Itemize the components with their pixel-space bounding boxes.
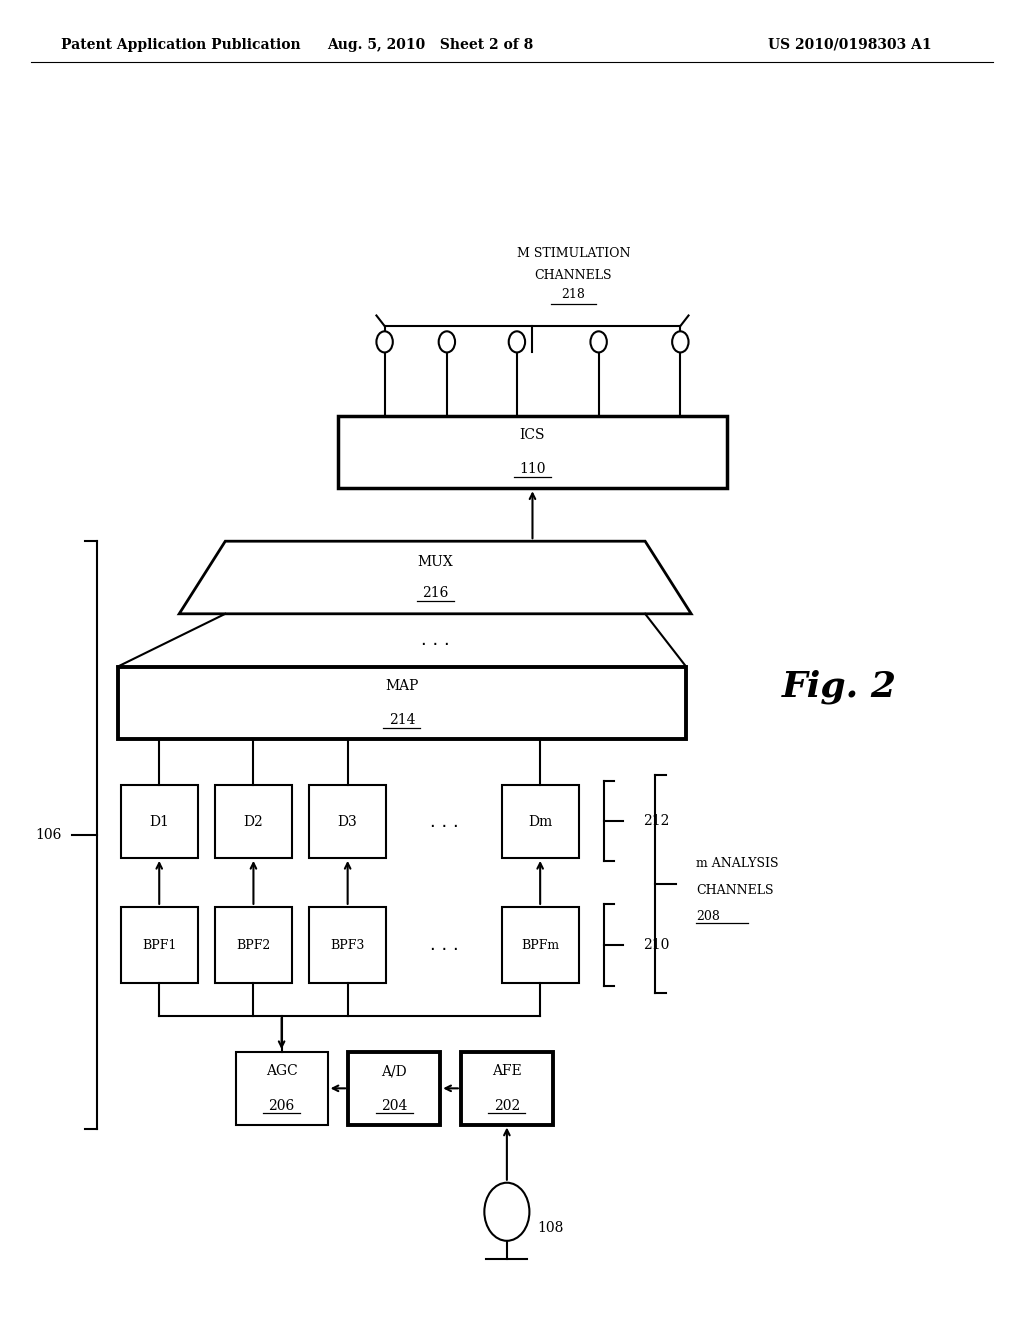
Text: m ANALYSIS: m ANALYSIS [696,858,779,870]
Circle shape [591,331,607,352]
Text: BPF2: BPF2 [237,939,270,952]
Text: Aug. 5, 2010   Sheet 2 of 8: Aug. 5, 2010 Sheet 2 of 8 [327,38,534,51]
Bar [121,907,198,983]
Text: A/D: A/D [381,1064,408,1078]
Circle shape [438,331,455,352]
Bar [215,907,292,983]
Text: BPF1: BPF1 [142,939,176,952]
Text: US 2010/0198303 A1: US 2010/0198303 A1 [768,38,932,51]
Text: BPF3: BPF3 [331,939,365,952]
Text: 214: 214 [389,713,415,727]
Text: M STIMULATION: M STIMULATION [517,247,630,260]
Text: MUX: MUX [418,554,453,569]
Text: D2: D2 [244,814,263,829]
Text: 218: 218 [561,288,586,301]
Bar [502,785,579,858]
Text: 208: 208 [696,911,720,923]
Text: MAP: MAP [385,678,419,693]
Circle shape [672,331,688,352]
Text: 110: 110 [519,462,546,477]
Text: D3: D3 [338,814,357,829]
Circle shape [484,1183,529,1241]
Text: . . .: . . . [421,631,450,649]
Text: 212: 212 [643,814,670,828]
Text: 216: 216 [422,586,449,601]
Polygon shape [179,541,691,614]
Text: 204: 204 [381,1098,408,1113]
Text: 108: 108 [538,1221,564,1234]
Text: . . .: . . . [429,936,459,954]
Text: CHANNELS: CHANNELS [535,269,612,282]
Circle shape [377,331,393,352]
Text: AFE: AFE [492,1064,522,1078]
Circle shape [509,331,525,352]
Bar [236,1052,328,1125]
Bar [461,1052,553,1125]
Text: ICS: ICS [520,428,545,442]
Bar [121,785,198,858]
Text: CHANNELS: CHANNELS [696,884,774,896]
Text: . . .: . . . [429,813,459,830]
Bar [118,667,686,739]
Text: 206: 206 [268,1098,295,1113]
Text: 202: 202 [494,1098,520,1113]
Text: Patent Application Publication: Patent Application Publication [61,38,301,51]
Text: 106: 106 [35,828,61,842]
Text: D1: D1 [150,814,169,829]
Bar [309,907,386,983]
Bar [215,785,292,858]
Text: Fig. 2: Fig. 2 [782,669,897,704]
Text: AGC: AGC [265,1064,298,1078]
Text: BPFm: BPFm [521,939,559,952]
Text: Dm: Dm [528,814,552,829]
Bar [309,785,386,858]
Text: 210: 210 [643,939,670,952]
Bar [348,1052,440,1125]
Bar [502,907,579,983]
Bar [338,416,727,488]
